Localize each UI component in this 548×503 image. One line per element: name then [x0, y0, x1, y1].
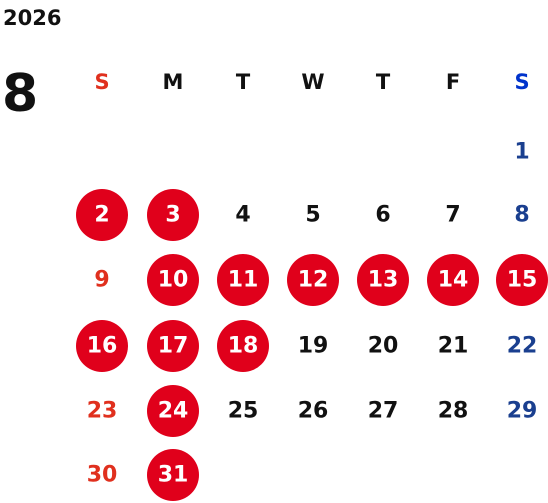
day[interactable]: 31 [158, 463, 189, 488]
weekday-label: W [301, 70, 324, 94]
weekday-label: S [94, 70, 109, 94]
highlight-circle [217, 254, 269, 306]
highlight-circle [427, 254, 479, 306]
day[interactable]: 18 [228, 334, 259, 359]
day[interactable]: 3 [165, 203, 180, 228]
day[interactable]: 21 [438, 334, 469, 359]
weekday-label: F [446, 70, 460, 94]
highlight-circle [76, 320, 128, 372]
day[interactable]: 17 [158, 334, 189, 359]
day[interactable]: 16 [87, 334, 118, 359]
weekday-label: S [514, 70, 529, 94]
highlight-circle [147, 385, 199, 437]
day[interactable]: 10 [158, 268, 189, 293]
day[interactable]: 22 [507, 334, 538, 359]
highlight-circle [287, 254, 339, 306]
day[interactable]: 8 [514, 203, 529, 228]
highlight-circle [217, 320, 269, 372]
year: 2026 [3, 6, 61, 30]
day[interactable]: 9 [94, 268, 109, 293]
highlight-circle [147, 254, 199, 306]
highlight-circle [147, 449, 199, 501]
day[interactable]: 12 [298, 268, 329, 293]
day[interactable]: 5 [305, 203, 320, 228]
day[interactable]: 6 [375, 203, 390, 228]
day[interactable]: 14 [438, 268, 469, 293]
day[interactable]: 1 [514, 140, 529, 165]
day[interactable]: 28 [438, 399, 469, 424]
day[interactable]: 26 [298, 399, 329, 424]
weekday-label: T [236, 70, 251, 94]
day[interactable]: 4 [235, 203, 250, 228]
day[interactable]: 24 [158, 399, 189, 424]
day[interactable]: 7 [445, 203, 460, 228]
day[interactable]: 11 [228, 268, 259, 293]
day[interactable]: 15 [507, 268, 538, 293]
highlight-circle [357, 254, 409, 306]
day[interactable]: 23 [87, 399, 118, 424]
day[interactable]: 29 [507, 399, 538, 424]
highlight-circle [76, 189, 128, 241]
weekday-label: T [376, 70, 391, 94]
day[interactable]: 2 [94, 203, 109, 228]
highlight-circle [147, 320, 199, 372]
day[interactable]: 20 [368, 334, 399, 359]
day[interactable]: 19 [298, 334, 329, 359]
weekday-label: M [163, 70, 184, 94]
highlight-circle [147, 189, 199, 241]
day[interactable]: 30 [87, 463, 118, 488]
day[interactable]: 27 [368, 399, 399, 424]
month: 8 [2, 64, 38, 124]
highlight-circle [496, 254, 548, 306]
day[interactable]: 13 [368, 268, 399, 293]
day[interactable]: 25 [228, 399, 259, 424]
